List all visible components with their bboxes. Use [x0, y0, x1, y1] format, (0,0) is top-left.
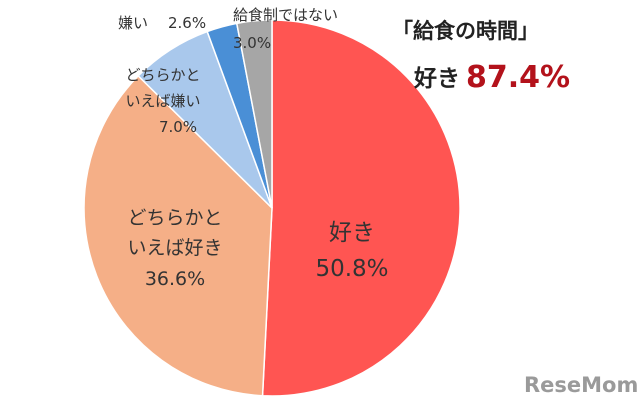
headline: 「給食の時間」 好き 87.4%	[392, 19, 570, 95]
slice-label-kyushoku-nashi: 給食制ではない	[233, 6, 338, 24]
headline-title: 「給食の時間」	[392, 19, 539, 43]
pie-slices	[83, 19, 461, 397]
slice-label-dochira-kirai-line1: どちらかと	[125, 66, 200, 84]
watermark-logo: ReseMom	[524, 373, 638, 397]
slice-labels: 好き 50.8% どちらかと いえば好き 36.6% どちらかと いえば嫌い 7…	[118, 6, 389, 290]
watermark-text: ReseMom	[524, 373, 638, 397]
headline-sub-value: 87.4%	[466, 60, 570, 95]
slice-value-suki: 50.8%	[315, 256, 388, 282]
slice-label-kirai: 嫌い	[118, 14, 148, 32]
slice-label-dochira-kirai-line2: いえば嫌い	[125, 92, 200, 110]
pie-slice-kyushoku-nashi	[235, 19, 273, 209]
slice-value-kyushoku-nashi: 3.0%	[233, 34, 271, 52]
slice-value-dochira-kirai: 7.0%	[159, 118, 197, 136]
slice-label-dochira-suki-line2: いえば好き	[127, 237, 222, 259]
slice-label-suki: 好き	[329, 220, 375, 246]
slice-value-dochira-suki: 36.6%	[145, 268, 205, 290]
pie-slice-dochira-suki	[83, 74, 273, 397]
pie-slice-suki	[261, 19, 461, 397]
slice-label-dochira-suki-line1: どちらかと	[127, 207, 222, 229]
slice-value-kirai: 2.6%	[168, 14, 206, 32]
headline-sub-label: 好き	[413, 66, 460, 92]
